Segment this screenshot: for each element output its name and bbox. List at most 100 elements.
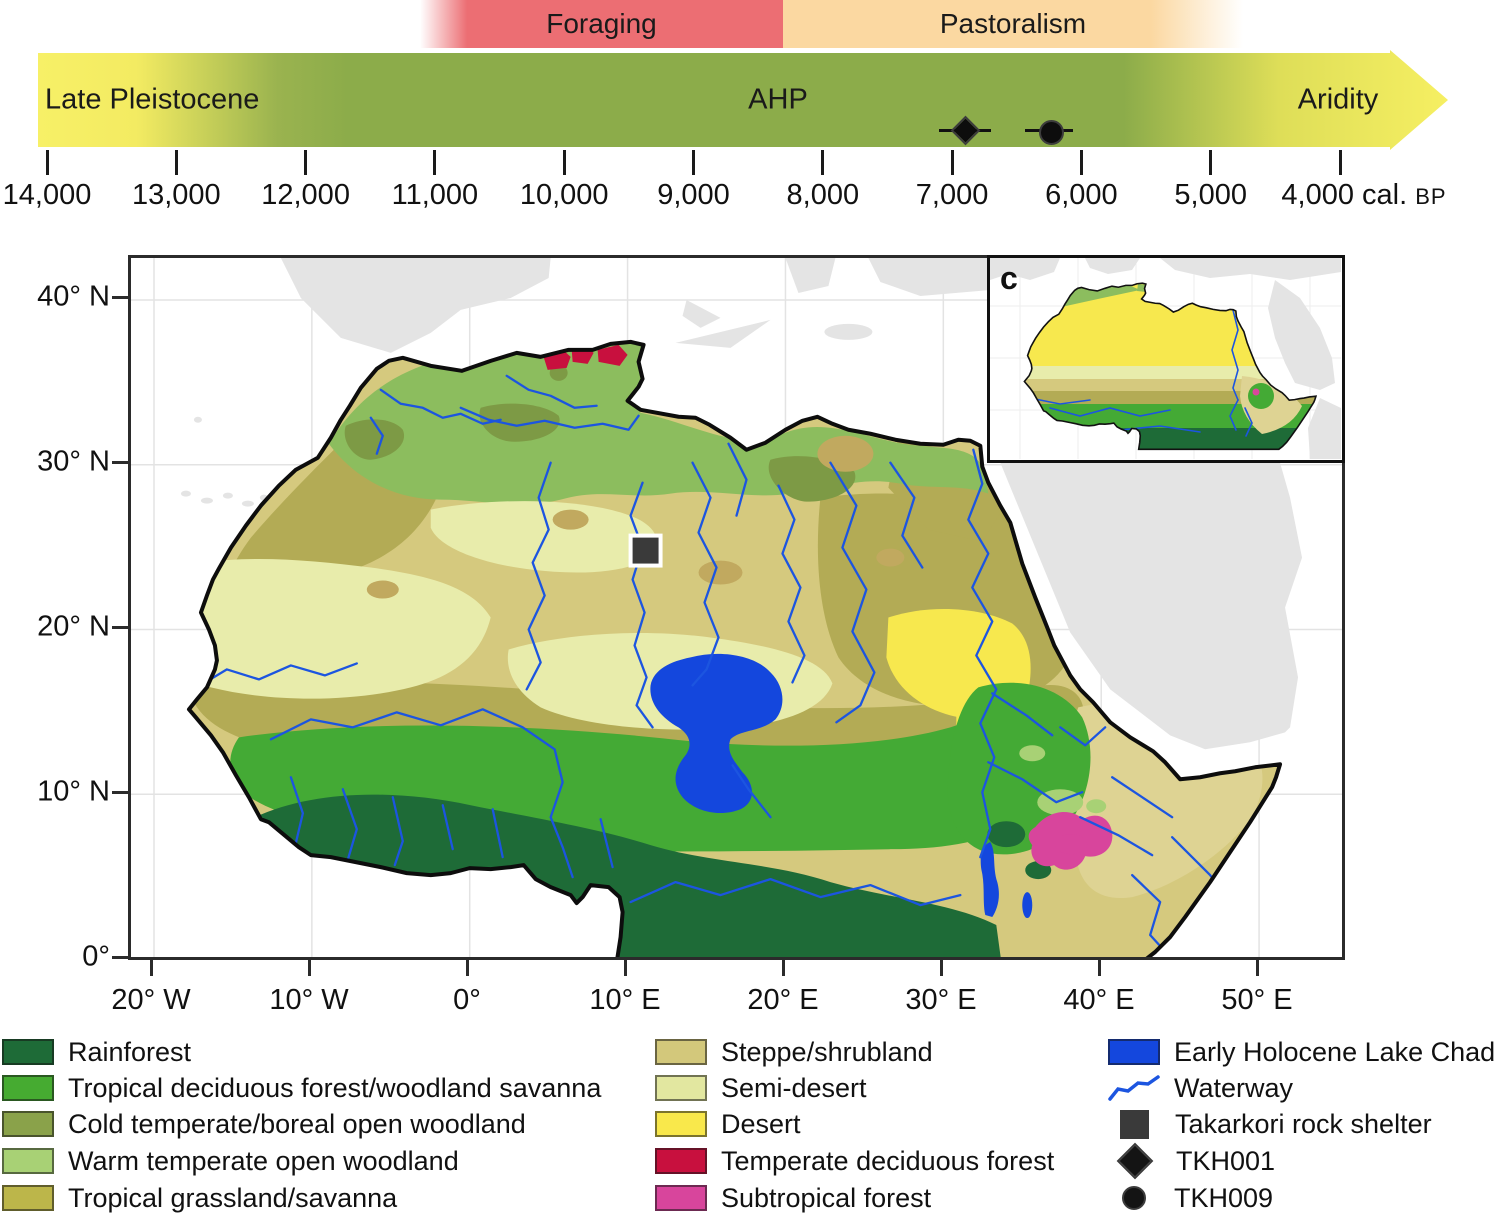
madeira-island: [193, 416, 202, 423]
timeline-tick-label: 5,000: [1174, 179, 1247, 211]
timeline-tick: [174, 150, 178, 175]
y-axis-label: 10° N: [37, 775, 110, 808]
ahp-arrow: [38, 50, 1448, 150]
shrub-patch: [698, 560, 743, 585]
inset-map: c: [987, 255, 1345, 463]
y-axis-tick: [112, 295, 128, 299]
x-axis-tick: [307, 960, 311, 976]
x-axis-tick: [1255, 960, 1259, 976]
legend-swatch-rect: [655, 1148, 707, 1174]
subtropical-forest-patch: [1055, 834, 1088, 855]
rainforest-band: [254, 794, 1003, 957]
legend-swatch-rect: [1108, 1039, 1160, 1065]
timeline-tick: [304, 150, 308, 175]
x-axis-tick: [623, 960, 627, 976]
x-axis-tick: [149, 960, 153, 976]
greece-land: [785, 258, 836, 293]
legend-swatch-rect: [655, 1111, 707, 1137]
sicily-land: [675, 319, 771, 348]
legend-swatch-rect: [655, 1075, 707, 1101]
italy-land: [682, 299, 721, 328]
anatolia-land: [868, 258, 991, 296]
timeline-tick: [1338, 150, 1342, 175]
iberia-land: [280, 258, 551, 353]
legend-item: Tropical grassland/savanna: [2, 1182, 397, 1213]
legend-swatch-rect: [2, 1185, 54, 1211]
legend-item: Rainforest: [2, 1036, 191, 1068]
legend-swatch-rect: [2, 1039, 54, 1065]
foraging-label: Foraging: [546, 8, 657, 39]
y-axis-tick: [112, 955, 128, 959]
aridity-label: Aridity: [1297, 83, 1379, 116]
rift-lake: [1022, 892, 1033, 919]
legend-item: Semi-desert: [655, 1072, 867, 1104]
shrub-patch: [552, 509, 589, 530]
legend-item-label: Temperate deciduous forest: [721, 1145, 1055, 1176]
shrub-patch: [366, 580, 399, 599]
timeline-tick: [821, 150, 825, 175]
circle-swatch-icon: [1122, 1186, 1146, 1210]
shrub-patch: [876, 548, 905, 567]
timeline-tick-label: 11,000: [391, 179, 479, 211]
legend-item: Tropical deciduous forest/woodland savan…: [2, 1072, 601, 1104]
legend-item-label: Cold temperate/boreal open woodland: [68, 1108, 526, 1139]
timeline-tick: [1209, 150, 1213, 175]
timeline-tick-label: 7,000: [915, 179, 989, 211]
x-axis-label: 20° W: [111, 984, 191, 1016]
y-axis-label: 20° N: [37, 610, 110, 643]
waterways: [195, 374, 1240, 957]
shrub-patch: [817, 435, 874, 472]
bp-unit: BP: [1415, 184, 1447, 209]
cal-bp-unit: cal. BP: [1353, 179, 1447, 211]
inset-modern-map: [990, 258, 1341, 459]
legend-item: Desert: [655, 1108, 801, 1140]
legend-item-label: TKH001: [1176, 1145, 1276, 1176]
takarkori-marker: [628, 533, 663, 568]
inset-other-land: [990, 258, 1341, 459]
x-axis-label: 50° E: [1221, 984, 1293, 1016]
timeline-tick: [950, 150, 954, 175]
legend-item: Subtropical forest: [655, 1182, 931, 1213]
west-semidesert: [188, 559, 491, 699]
crete-land: [824, 323, 873, 340]
timeline-tick: [433, 150, 437, 175]
legend-item: Early Holocene Lake Chad: [1108, 1036, 1495, 1068]
legend-item: Warm temperate open woodland: [2, 1145, 459, 1177]
x-axis-label: 0°: [453, 984, 481, 1016]
timeline-tick-label: 4,000 cal. BP: [1281, 179, 1447, 211]
diamond-swatch-icon: [1116, 1142, 1154, 1180]
x-axis-label: 20° E: [747, 984, 819, 1016]
legend-swatch-rect: [2, 1075, 54, 1101]
map-panel: c: [128, 255, 1345, 960]
atlas-open-woodland-patch: [344, 419, 405, 460]
legend-item: Takarkori rock shelter: [1108, 1108, 1432, 1140]
foraging-band: Foraging: [420, 0, 783, 48]
late-pleistocene-label: Late Pleistocene: [45, 83, 260, 116]
algeria-open-woodland-patch: [479, 403, 560, 442]
y-axis-tick: [112, 625, 128, 629]
pastoralism-band: Pastoralism: [783, 0, 1243, 48]
legend-item-label: Early Holocene Lake Chad: [1174, 1036, 1496, 1067]
legend-item: Cold temperate/boreal open woodland: [2, 1108, 526, 1140]
pastoralism-label: Pastoralism: [939, 8, 1087, 39]
canary-island: [200, 497, 213, 504]
legend-item-label: Warm temperate open woodland: [68, 1145, 459, 1176]
x-axis-tick: [939, 960, 943, 976]
timeline-tick-label: 9,000: [657, 179, 730, 211]
legend-item: Waterway: [1108, 1072, 1293, 1104]
legend-item-label: Steppe/shrubland: [721, 1036, 933, 1067]
timeline-tick-label: 8,000: [786, 179, 860, 211]
timeline-tick-label: 13,000: [131, 179, 221, 211]
legend-swatch-rect: [2, 1111, 54, 1137]
canary-island: [180, 490, 191, 497]
canary-island: [241, 500, 254, 507]
legend-item-label: Rainforest: [68, 1036, 192, 1067]
legend-item-label: Tropical deciduous forest/woodland savan…: [68, 1072, 602, 1103]
x-axis-label: 10° E: [589, 984, 661, 1016]
x-axis-label: 30° E: [905, 984, 977, 1016]
x-axis-label: 10° W: [269, 984, 349, 1016]
legend-swatch-rect: [655, 1185, 707, 1211]
y-axis-label: 0°: [82, 940, 110, 973]
warm-temperate-patch: [1086, 799, 1107, 814]
